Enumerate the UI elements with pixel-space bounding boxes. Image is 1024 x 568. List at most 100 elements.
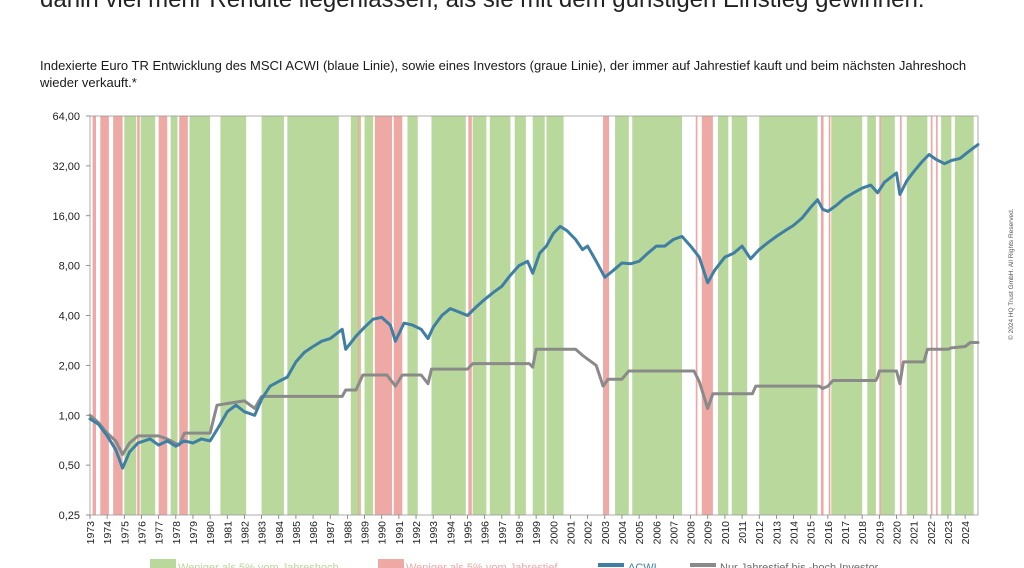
green-band-21 [831, 116, 863, 515]
x-tick-label: 2017 [840, 521, 852, 545]
green-band-18 [718, 116, 729, 515]
y-tick-label: 2,00 [59, 360, 80, 372]
x-tick-label: 2000 [548, 521, 560, 545]
red-band-1 [100, 116, 109, 515]
red-band-11 [695, 116, 698, 515]
x-tick-label: 1985 [291, 521, 303, 545]
x-tick-label: 1974 [102, 521, 114, 545]
red-band-16 [899, 116, 902, 515]
x-tick-label: 2015 [806, 521, 818, 545]
red-band-7 [374, 116, 393, 515]
x-tick-label: 1981 [222, 521, 234, 545]
x-tick-label: 1997 [497, 521, 509, 545]
x-tick-label: 1999 [531, 521, 543, 545]
x-tick-label: 1983 [257, 521, 269, 545]
red-band-2 [113, 116, 123, 515]
green-band-23 [881, 116, 895, 515]
green-band-19 [731, 116, 748, 515]
green-band-13 [514, 116, 526, 515]
legend-label: Nur Jahrestief bis -hoch Investor [720, 562, 879, 568]
green-band-0 [124, 116, 137, 515]
legend: Weniger als 5% vom Jahreshoch Weniger als… [150, 559, 879, 568]
x-tick-label: 2020 [891, 521, 903, 545]
x-tick-label: 1989 [360, 521, 372, 545]
x-tick-label: 1977 [154, 521, 166, 545]
green-band-5 [261, 116, 284, 515]
legend-swatch [378, 559, 404, 568]
x-tick-label: 2012 [754, 521, 766, 545]
y-tick-label: 64,00 [52, 111, 80, 123]
x-tick-label: 2013 [771, 521, 783, 545]
x-tick-label: 2004 [617, 521, 629, 545]
x-tick-label: 1987 [325, 521, 337, 545]
y-tick-label: 0,50 [59, 460, 80, 472]
red-band-9 [468, 116, 472, 515]
x-tick-label: 2022 [926, 521, 938, 545]
green-band-3 [189, 116, 211, 515]
green-band-24 [906, 116, 928, 515]
green-band-4 [220, 116, 247, 515]
x-tick-label: 1994 [445, 521, 457, 545]
red-band-17 [930, 116, 933, 515]
x-tick-label: 2006 [651, 521, 663, 545]
legend-label: ACWI [628, 562, 657, 568]
x-tick-label: 2014 [789, 521, 801, 545]
red-band-13 [820, 116, 824, 515]
green-band-12 [489, 116, 511, 515]
x-tick-label: 2011 [737, 521, 749, 544]
y-tick-label: 16,00 [52, 211, 80, 223]
x-tick-label: 2023 [943, 521, 955, 545]
red-band-15 [879, 116, 882, 515]
green-band-6 [287, 116, 339, 515]
x-tick-label: 1992 [411, 521, 423, 545]
green-band-14 [532, 116, 545, 515]
green-band-8 [364, 116, 374, 515]
series-layer [88, 143, 980, 470]
green-band-9 [407, 116, 418, 515]
green-band-2 [170, 116, 178, 515]
green-band-11 [472, 116, 487, 515]
x-tick-label: 1995 [463, 521, 475, 545]
x-tick-label: 2001 [565, 521, 577, 545]
y-tick-label: 8,00 [59, 261, 80, 273]
x-tick-label: 1980 [205, 521, 217, 545]
green-band-1 [140, 116, 156, 515]
x-tick-label: 1990 [377, 521, 389, 545]
green-band-10 [431, 116, 466, 515]
red-band-4 [158, 116, 168, 515]
series-line-acwi [88, 143, 980, 470]
red-band-6 [357, 116, 360, 515]
x-tick-label: 2021 [909, 521, 921, 545]
headline: dahin viel mehr Rendite liegenlassen, al… [40, 0, 925, 14]
x-tick-label: 1996 [480, 521, 492, 545]
x-tick-label: 1986 [308, 521, 320, 545]
x-tick-label: 1975 [119, 521, 131, 545]
y-tick-label: 1,00 [59, 410, 80, 422]
red-band-14 [828, 116, 831, 515]
x-tick-label: 2003 [600, 521, 612, 545]
band-layer [92, 116, 974, 515]
x-tick-label: 2018 [857, 521, 869, 545]
red-band-10 [603, 116, 610, 515]
green-band-15 [546, 116, 564, 515]
red-band-8 [393, 116, 403, 515]
legend-label: Weniger als 5% vom Jahrestief [406, 562, 558, 568]
x-tick-label: 2019 [874, 521, 886, 545]
x-tick-label: 2010 [720, 521, 732, 545]
x-tick-label: 2008 [686, 521, 698, 545]
x-tick-label: 1982 [239, 521, 251, 545]
green-band-20 [759, 116, 818, 515]
y-axis: 0,25 0,50 1,00 2,00 4,00 8,00 16,00 32,00 64,00 [52, 111, 90, 522]
y-tick-label: 0,25 [59, 510, 80, 522]
y-tick-label: 32,00 [52, 161, 80, 173]
red-band-0 [92, 116, 97, 515]
x-tick-label: 1976 [136, 521, 148, 545]
green-band-26 [954, 116, 974, 515]
x-tick-label: 1993 [428, 521, 440, 545]
x-tick-label: 2024 [960, 521, 972, 545]
series-line-investor [88, 341, 980, 456]
x-tick-label: 2009 [703, 521, 715, 545]
green-band-7 [350, 116, 362, 515]
x-tick-label: 1984 [274, 521, 286, 545]
